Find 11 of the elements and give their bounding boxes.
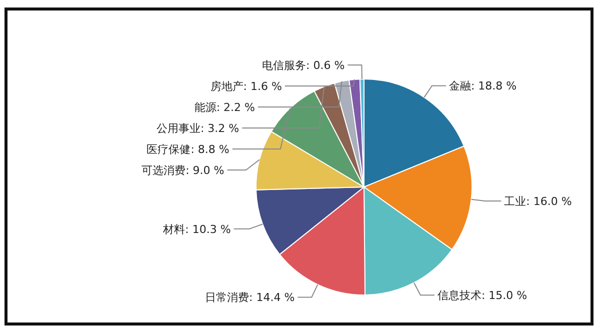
slice-label: 能源: 2.2 % bbox=[194, 101, 255, 114]
slice-label: 电信服务: 0.6 % bbox=[262, 59, 345, 72]
slice-label: 公用事业: 3.2 % bbox=[156, 122, 240, 136]
slice-label: 信息技术: 15.0 % bbox=[437, 289, 528, 302]
slice-label: 材料: 10.3 % bbox=[162, 222, 231, 236]
slice-label: 医疗保健: 8.8 % bbox=[146, 143, 230, 156]
slice-label: 可选消费: 9.0 % bbox=[142, 164, 224, 178]
slice-label: 金融: 18.8 % bbox=[449, 80, 517, 93]
slice-label: 房地产: 1.6 % bbox=[210, 80, 282, 94]
slice-label: 工业: 16.0 % bbox=[504, 194, 572, 208]
slice-label: 日常消费: 14.4 % bbox=[205, 291, 295, 304]
